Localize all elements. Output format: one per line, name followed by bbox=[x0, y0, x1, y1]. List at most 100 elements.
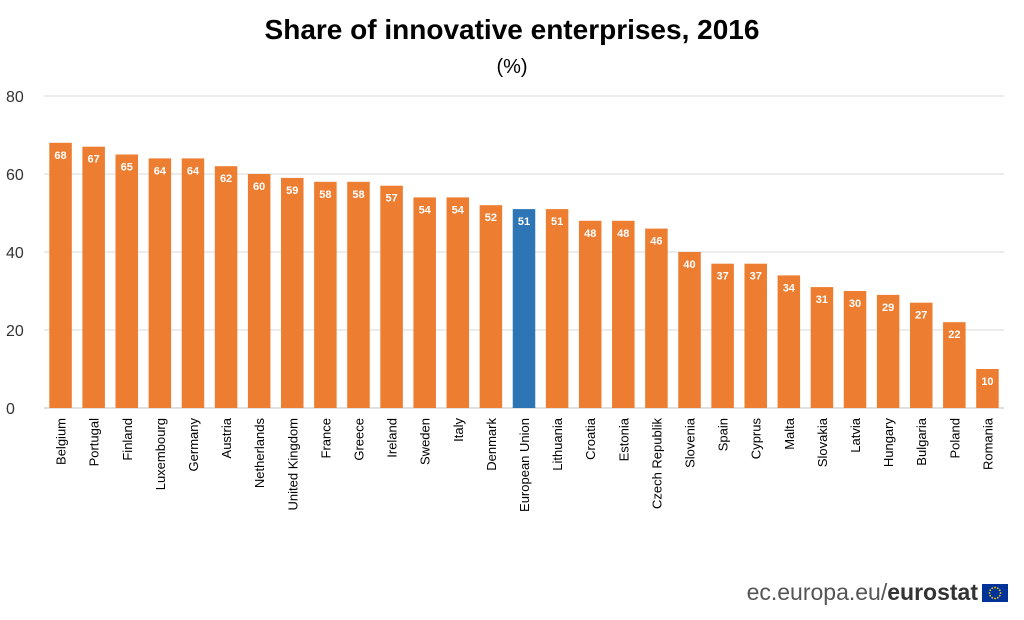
bar bbox=[380, 185, 403, 408]
x-tick-label: Slovenia bbox=[683, 417, 698, 468]
bar bbox=[82, 146, 105, 408]
bar bbox=[181, 158, 205, 408]
x-tick-label: Ireland bbox=[385, 418, 400, 458]
footer-site: ec.europa.eu/ bbox=[746, 579, 888, 605]
bar bbox=[744, 263, 767, 408]
x-tick-label: Portugal bbox=[87, 418, 102, 467]
x-tick-label: Slovakia bbox=[815, 417, 830, 467]
bar-value-label: 52 bbox=[485, 212, 497, 224]
bar-value-label: 58 bbox=[352, 189, 364, 201]
x-tick-label: Croatia bbox=[583, 417, 598, 460]
x-tick-label: Czech Republik bbox=[649, 418, 664, 510]
x-tick-label: Sweden bbox=[418, 418, 433, 465]
bar-value-label: 54 bbox=[419, 204, 432, 216]
x-axis-ticks: Belgium Portugal Finland Luxembourg Germany A… bbox=[54, 417, 996, 512]
bar bbox=[612, 220, 635, 408]
bar bbox=[645, 228, 668, 408]
bar-value-label: 30 bbox=[849, 298, 861, 310]
x-tick-label: Lithuania bbox=[550, 417, 565, 471]
bar-value-label: 46 bbox=[650, 236, 662, 248]
x-tick-label: Germany bbox=[186, 418, 201, 472]
bar bbox=[843, 291, 867, 408]
bar bbox=[214, 166, 238, 408]
bar-value-label: 37 bbox=[716, 271, 728, 283]
bar bbox=[314, 181, 337, 408]
bar bbox=[943, 322, 966, 408]
x-tick-label: Luxembourg bbox=[153, 418, 168, 490]
bar bbox=[909, 302, 933, 408]
x-tick-label: Greece bbox=[351, 418, 366, 461]
bar-value-label: 27 bbox=[915, 310, 927, 322]
x-tick-label: Belgium bbox=[54, 418, 69, 465]
bar-chart: 0 20 40 60 80 68 67 65 64 64 62 60 59 58 58 57 54 54 52 51… bbox=[6, 89, 1004, 512]
chart-title: Share of innovative enterprises, 2016 bbox=[264, 14, 760, 45]
x-tick-label: Italy bbox=[451, 418, 466, 442]
bar-value-label: 67 bbox=[88, 154, 100, 166]
x-tick-label: Poland bbox=[947, 418, 962, 458]
x-tick-label: European Union bbox=[517, 418, 532, 512]
bar-value-label: 37 bbox=[750, 271, 762, 283]
chart-subtitle: (%) bbox=[496, 56, 528, 78]
y-tick-label: 40 bbox=[6, 245, 24, 262]
x-tick-label: Estonia bbox=[616, 417, 631, 461]
footer-brand: eurostat bbox=[887, 579, 978, 605]
y-axis-ticks: 0 20 40 60 80 bbox=[6, 89, 24, 418]
bars: 68 67 65 64 64 62 60 59 58 58 57 54 54 52 51 51 48 48 46 40… bbox=[49, 142, 999, 409]
x-tick-label: Hungary bbox=[881, 418, 896, 468]
bar-value-label: 64 bbox=[154, 165, 167, 177]
bar-value-label: 51 bbox=[518, 216, 530, 228]
x-tick-label: Cyprus bbox=[749, 418, 764, 460]
bar-value-label: 64 bbox=[187, 165, 200, 177]
bar bbox=[711, 263, 734, 408]
x-tick-label: France bbox=[318, 418, 333, 458]
x-tick-label: Austria bbox=[219, 417, 234, 458]
bar-value-label: 60 bbox=[253, 181, 265, 193]
bar bbox=[148, 158, 172, 408]
bar bbox=[578, 220, 602, 408]
bar-value-label: 59 bbox=[286, 185, 298, 197]
eurostat-footer: ec.europa.eu/eurostat bbox=[747, 579, 1008, 606]
x-tick-label: United Kingdom bbox=[285, 418, 300, 511]
y-tick-label: 0 bbox=[6, 401, 15, 418]
bar bbox=[777, 275, 801, 408]
x-tick-label: Spain bbox=[716, 418, 731, 451]
bar bbox=[247, 174, 271, 408]
bar-value-label: 34 bbox=[783, 282, 796, 294]
x-tick-label: Malta bbox=[782, 417, 797, 450]
x-tick-label: Netherlands bbox=[252, 418, 267, 489]
bar-value-label: 51 bbox=[551, 216, 563, 228]
x-tick-label: Romania bbox=[980, 417, 995, 470]
bar bbox=[115, 154, 139, 408]
bar-value-label: 31 bbox=[816, 294, 828, 306]
bar bbox=[479, 205, 503, 408]
bar-value-label: 22 bbox=[948, 329, 960, 341]
bar-value-label: 40 bbox=[683, 259, 695, 271]
eu-flag-icon bbox=[982, 583, 1008, 602]
y-tick-label: 80 bbox=[6, 89, 24, 106]
bar bbox=[545, 209, 569, 408]
bar bbox=[876, 294, 900, 408]
bar-value-label: 62 bbox=[220, 173, 232, 185]
bar-value-label: 29 bbox=[882, 302, 894, 314]
bar-value-label: 48 bbox=[617, 228, 629, 240]
bar-value-label: 65 bbox=[121, 162, 133, 174]
x-tick-label: Finland bbox=[120, 418, 135, 461]
bar-value-label: 68 bbox=[54, 150, 66, 162]
bar bbox=[810, 287, 834, 408]
bar bbox=[678, 252, 701, 408]
x-tick-label: Denmark bbox=[484, 418, 499, 471]
y-tick-label: 60 bbox=[6, 167, 24, 184]
bar bbox=[347, 181, 370, 408]
bar bbox=[446, 197, 470, 408]
bar-value-label: 58 bbox=[319, 189, 331, 201]
bar bbox=[49, 142, 72, 409]
bar-value-label: 10 bbox=[981, 376, 993, 388]
bar bbox=[413, 197, 436, 408]
bar bbox=[512, 209, 536, 408]
x-tick-label: Bulgaria bbox=[914, 417, 929, 465]
x-tick-label: Latvia bbox=[848, 417, 863, 452]
bar-value-label: 48 bbox=[584, 228, 596, 240]
bar bbox=[976, 369, 999, 408]
y-tick-label: 20 bbox=[6, 323, 24, 340]
bar-value-label: 57 bbox=[385, 193, 397, 205]
